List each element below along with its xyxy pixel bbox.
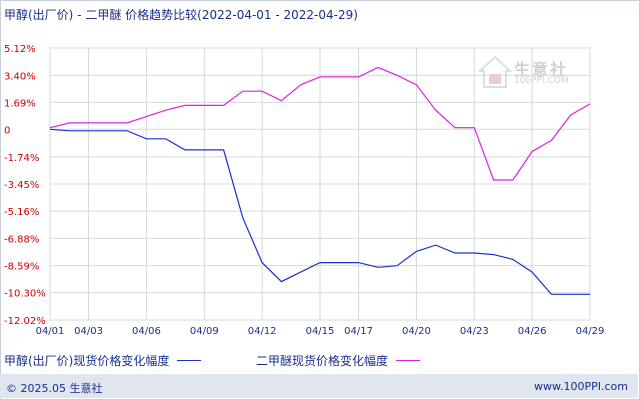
y-tick-label: -8.59% — [4, 262, 39, 273]
watermark-logo: 生意社 100PPI.COM — [478, 54, 578, 94]
x-tick-label: 04/29 — [576, 326, 605, 337]
y-tick-label: -10.30% — [4, 289, 46, 300]
chart-title: 甲醇(出厂价) - 二甲醚 价格趋势比较(2022-04-01 - 2022-0… — [4, 8, 358, 22]
x-tick-label: 04/17 — [344, 326, 373, 337]
watermark-text: 生意社 — [514, 60, 569, 79]
chart-series — [49, 66, 591, 295]
x-tick-label: 04/23 — [460, 326, 489, 337]
x-tick-label: 04/06 — [132, 326, 161, 337]
watermark-sub: 100PPI.COM — [514, 76, 569, 86]
legend-item-methanol: 甲醇(出厂价)现货价格变化幅度 — [4, 352, 202, 369]
x-tick-label: 04/03 — [74, 326, 103, 337]
y-tick-label: 3.40% — [4, 71, 36, 82]
legend-item-dme: 二甲醚现货价格变化幅度 — [256, 352, 421, 369]
footer-site-link[interactable]: www.100PPI.com — [534, 380, 628, 393]
x-tick-label: 04/26 — [518, 326, 547, 337]
chart-legend: 甲醇(出厂价)现货价格变化幅度 二甲醚现货价格变化幅度 — [4, 352, 634, 368]
x-tick-label: 04/15 — [306, 326, 335, 337]
y-axis-ticks: 5.12% 3.40% 1.69% 0 -1.74% -3.45% -5.16% -6.88%… — [4, 44, 46, 327]
y-tick-label: -12.02% — [4, 316, 46, 327]
y-tick-label: -1.74% — [4, 153, 39, 164]
y-tick-label: -6.88% — [4, 234, 39, 245]
y-tick-label: 1.69% — [4, 98, 36, 109]
legend-label-dme: 二甲醚现货价格变化幅度 — [256, 354, 389, 368]
x-tick-label: 04/12 — [248, 326, 277, 337]
y-tick-label: -3.45% — [4, 180, 39, 191]
chart-grid — [49, 47, 591, 321]
series-line-0 — [49, 128, 590, 295]
legend-swatch-dme — [396, 360, 421, 361]
x-axis-ticks: 04/01 04/03 04/06 04/09 04/12 04/15 04/17 04/20… — [36, 326, 605, 337]
footer-copyright: © 2025.05 生意社 — [6, 382, 103, 395]
series-line-1 — [49, 66, 591, 181]
y-tick-label: 5.12% — [4, 44, 36, 55]
x-tick-label: 04/09 — [190, 326, 219, 337]
house-logo-icon — [478, 55, 512, 88]
legend-swatch-methanol — [177, 360, 202, 361]
footer-bar: © 2025.05 生意社 www.100PPI.com — [0, 374, 638, 398]
x-tick-label: 04/20 — [402, 326, 431, 337]
y-tick-label: -5.16% — [4, 207, 39, 218]
x-tick-label: 04/01 — [36, 326, 65, 337]
legend-label-methanol: 甲醇(出厂价)现货价格变化幅度 — [4, 354, 170, 368]
y-tick-label: 0 — [4, 125, 10, 136]
